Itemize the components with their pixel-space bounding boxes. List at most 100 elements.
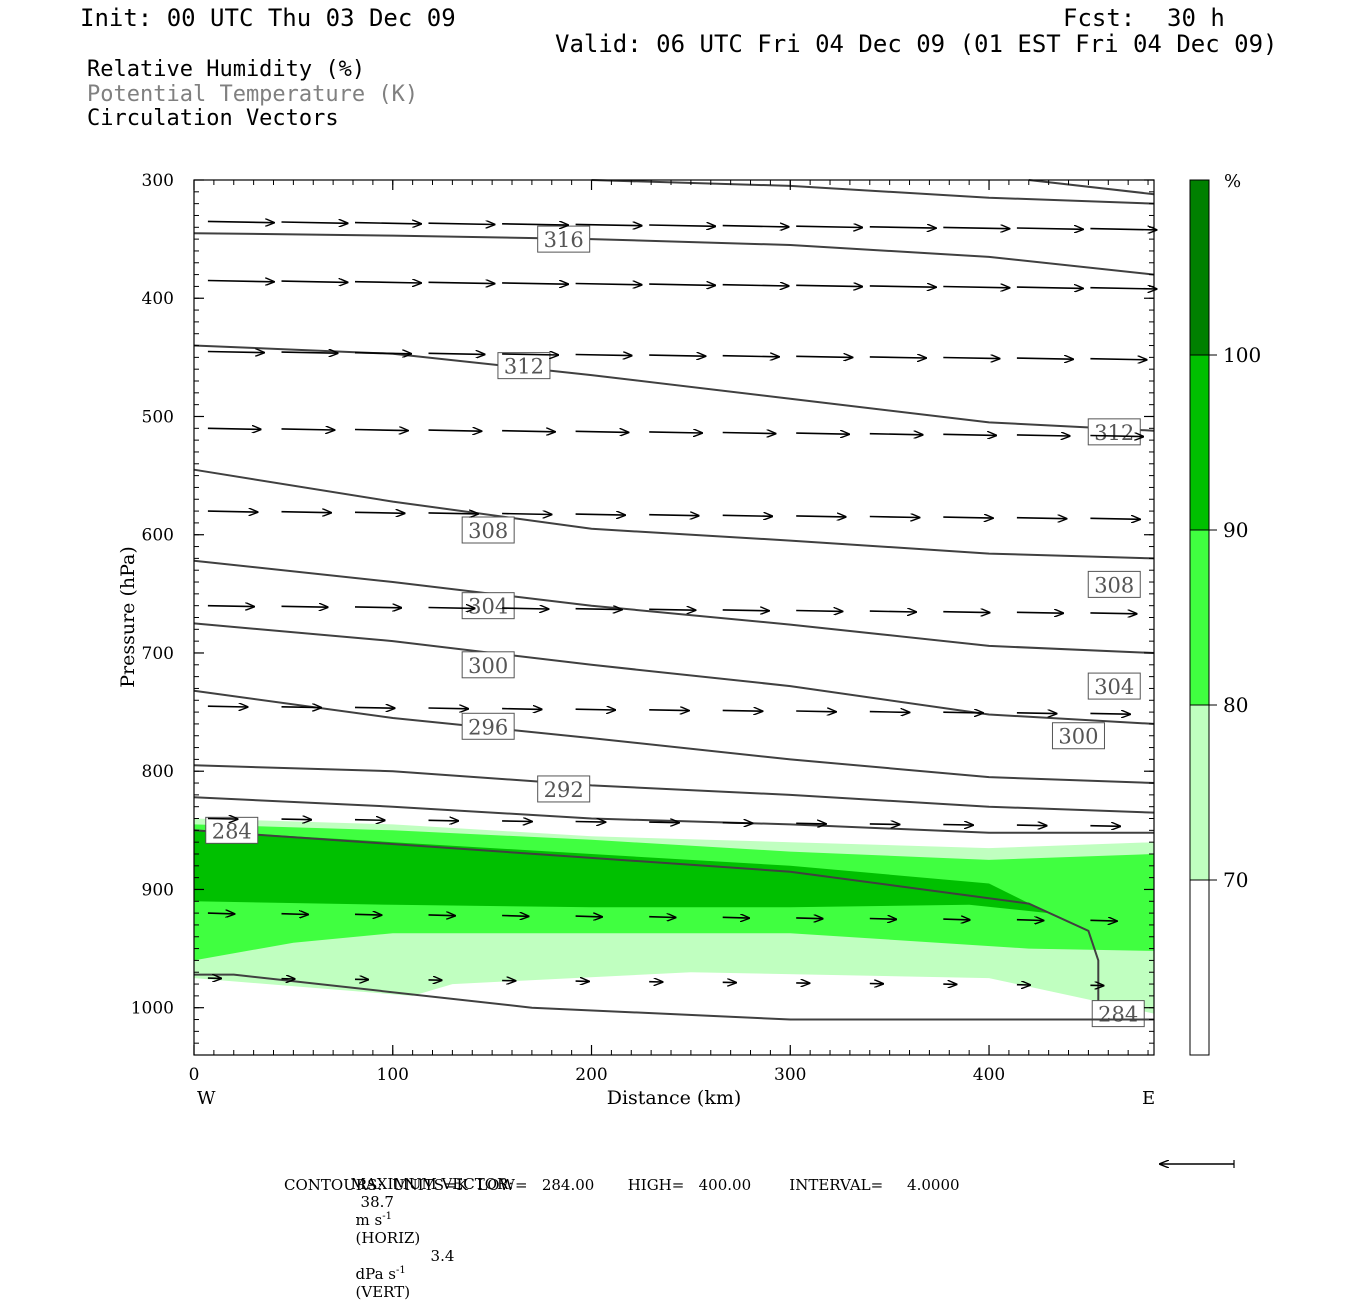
circulation-vector [429, 820, 459, 821]
circulation-vector [723, 610, 769, 611]
circulation-vector [355, 282, 421, 283]
circulation-vector [796, 711, 836, 712]
colorbar-label: 70 [1223, 868, 1248, 892]
circulation-vector [796, 356, 852, 357]
circulation-vector [208, 221, 274, 222]
x-tick-label: 400 [973, 1065, 1005, 1085]
max-vert-exponent: -1 [396, 1265, 406, 1276]
circulation-vector [1090, 288, 1156, 289]
y-tick-label: 1000 [131, 999, 174, 1019]
colorbar-segment [1190, 355, 1209, 530]
max-horiz-exponent: -1 [382, 1211, 392, 1222]
circulation-vector [355, 820, 385, 821]
max-horiz-units: m s [356, 1211, 383, 1229]
isentrope-label-308: 308 [1094, 573, 1134, 597]
x-tick-label: 0 [189, 1065, 200, 1085]
y-tick-label: 300 [142, 171, 174, 191]
isentrope-label-284: 284 [212, 819, 252, 843]
isentrope-label-316: 316 [544, 228, 584, 252]
circulation-vector [723, 917, 749, 918]
circulation-vector [355, 223, 421, 224]
circulation-vector [576, 709, 616, 710]
circulation-vector [576, 822, 606, 823]
isentrope-label-304: 304 [468, 595, 508, 619]
circulation-vector [502, 283, 568, 284]
circulation-vector [1090, 826, 1120, 827]
circulation-vector [870, 357, 926, 358]
circulation-vector [208, 913, 234, 914]
colorbar-label: 90 [1223, 518, 1248, 542]
circulation-vector [1090, 229, 1156, 230]
x-axis-title: Distance (km) [607, 1087, 742, 1109]
circulation-vector [943, 358, 999, 359]
circulation-vector [208, 428, 261, 429]
colorbar-segment [1190, 180, 1209, 355]
circulation-vector [1090, 518, 1140, 519]
circulation-vector [282, 819, 312, 820]
max-horiz-value: 38.7 [361, 1193, 394, 1211]
x-tick-label: 300 [774, 1065, 806, 1085]
circulation-vector [429, 282, 495, 283]
circulation-vector [943, 287, 1009, 288]
circulation-vector [576, 514, 626, 515]
circulation-vector [796, 823, 826, 824]
circulation-vector [723, 515, 773, 516]
y-tick-label: 700 [142, 644, 174, 664]
x-tick-label: 100 [377, 1065, 409, 1085]
circulation-vector [796, 516, 846, 517]
circulation-vector [1017, 920, 1043, 921]
circulation-vector [1017, 435, 1070, 436]
circulation-vector [429, 223, 495, 224]
colorbar-segment [1190, 880, 1209, 1055]
isentrope-312 [194, 346, 1154, 431]
circulation-vector [649, 822, 679, 823]
circulation-vector [282, 281, 348, 282]
circulation-vector [723, 356, 779, 357]
y-tick-label: 400 [142, 289, 174, 309]
circulation-vector [282, 222, 348, 223]
circulation-vector [502, 224, 568, 225]
circulation-vector [429, 513, 479, 514]
circulation-vector [943, 825, 973, 826]
isentrope-324 [1029, 180, 1154, 194]
circulation-vector [649, 432, 702, 433]
y-tick-label: 600 [142, 526, 174, 546]
circulation-vector [208, 606, 254, 607]
max-horiz-tag: (HORIZ) [356, 1229, 421, 1247]
circulation-vector [1090, 613, 1136, 614]
circulation-vector [943, 434, 996, 435]
circulation-vector [502, 514, 551, 515]
circulation-vector [649, 609, 695, 610]
circulation-vector [1017, 518, 1067, 519]
circulation-vector [208, 706, 248, 707]
circulation-vector [355, 353, 411, 354]
circulation-vector [870, 611, 916, 612]
circulation-vector [870, 286, 936, 287]
isentrope-320 [592, 180, 1155, 204]
circulation-vector [502, 709, 542, 710]
colorbar-label: 100 [1223, 343, 1261, 367]
circulation-vector [429, 708, 469, 709]
isentrope-label-300: 300 [468, 654, 508, 678]
circulation-vector [282, 352, 338, 353]
circulation-vector [429, 430, 482, 431]
isentrope-label-292: 292 [544, 778, 584, 802]
circulation-vector [943, 517, 993, 518]
isentrope-304 [194, 561, 1154, 653]
circulation-vector [502, 821, 532, 822]
circulation-vector [282, 512, 332, 513]
circulation-vector [796, 611, 842, 612]
y-tick-label: 500 [142, 407, 174, 427]
circulation-vector [649, 225, 715, 226]
isentrope-label-300: 300 [1058, 725, 1098, 749]
circulation-vector [943, 712, 983, 713]
max-vert-tag: (VERT) [356, 1283, 411, 1301]
circulation-vector [723, 285, 789, 286]
circulation-vector [649, 515, 699, 516]
circulation-vector [723, 433, 776, 434]
isentrope-label-304: 304 [1094, 675, 1134, 699]
isentrope-label-296: 296 [468, 715, 508, 739]
circulation-vector [649, 284, 715, 285]
circulation-vector [429, 915, 455, 916]
circulation-vector [1017, 825, 1047, 826]
